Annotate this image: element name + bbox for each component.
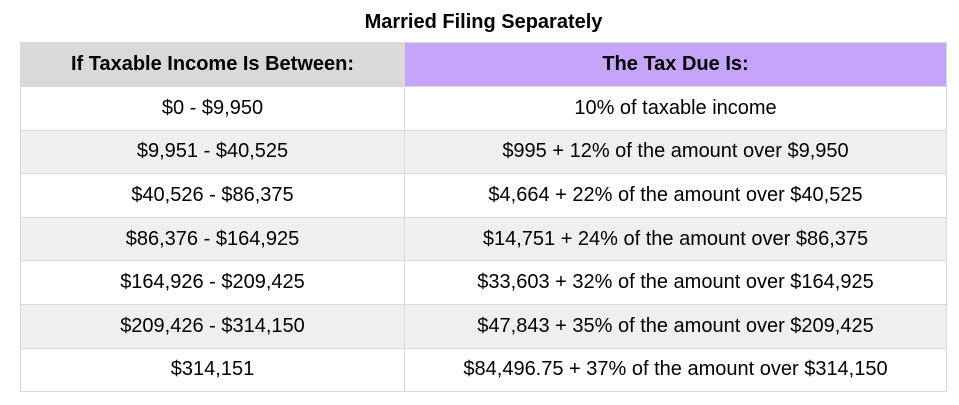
income-range-cell: $314,151 xyxy=(20,347,405,393)
header-row: If Taxable Income Is Between: The Tax Du… xyxy=(20,42,947,87)
tax-due-cell: $14,751 + 24% of the amount over $86,375 xyxy=(404,216,947,262)
income-range-cell: $9,951 - $40,525 xyxy=(20,129,405,175)
tax-due-cell: $4,664 + 22% of the amount over $40,525 xyxy=(404,173,947,218)
tax-due-cell: $84,496.75 + 37% of the amount over $314… xyxy=(404,347,947,393)
income-range-cell: $86,376 - $164,925 xyxy=(20,216,405,262)
income-range-cell: $164,926 - $209,425 xyxy=(20,260,405,305)
tax-bracket-table: If Taxable Income Is Between: The Tax Du… xyxy=(20,42,947,393)
table-title: Married Filing Separately xyxy=(364,11,603,33)
tax-due-cell: $995 + 12% of the amount over $9,950 xyxy=(404,129,947,175)
header-tax-due: The Tax Due Is: xyxy=(404,42,947,87)
tax-due-cell: $33,603 + 32% of the amount over $164,92… xyxy=(404,260,947,305)
header-income-range: If Taxable Income Is Between: xyxy=(20,42,405,87)
income-range-cell: $40,526 - $86,375 xyxy=(20,173,405,218)
table-row: $86,376 - $164,925 $14,751 + 24% of the … xyxy=(20,216,947,262)
tax-due-cell: $47,843 + 35% of the amount over $209,42… xyxy=(404,303,947,349)
tax-due-cell: 10% of taxable income xyxy=(404,86,947,131)
table-row: $209,426 - $314,150 $47,843 + 35% of the… xyxy=(20,303,947,349)
table-row: $314,151 $84,496.75 + 37% of the amount … xyxy=(20,347,947,393)
income-range-cell: $209,426 - $314,150 xyxy=(20,303,405,349)
table-row: $40,526 - $86,375 $4,664 + 22% of the am… xyxy=(20,173,947,218)
table-row: $0 - $9,950 10% of taxable income xyxy=(20,86,947,131)
table-row: $164,926 - $209,425 $33,603 + 32% of the… xyxy=(20,260,947,305)
income-range-cell: $0 - $9,950 xyxy=(20,86,405,131)
table-row: $9,951 - $40,525 $995 + 12% of the amoun… xyxy=(20,129,947,175)
